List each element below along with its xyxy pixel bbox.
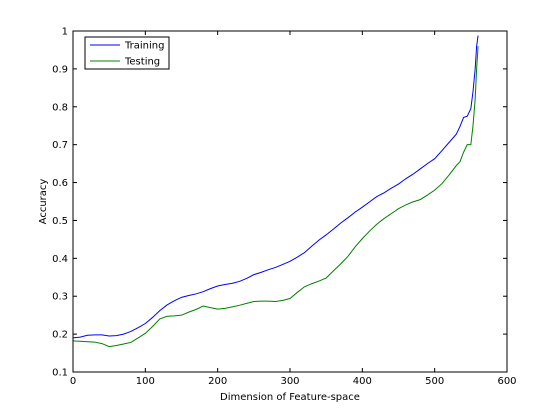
y-tick-label: 0.7 (52, 140, 68, 151)
x-axis-ticks: 0 100 200 300 400 500 600 (70, 31, 517, 387)
plot-area-background (73, 31, 507, 372)
y-tick-label: 0.2 (52, 330, 68, 341)
legend-label-testing: Testing (124, 57, 160, 68)
legend: Training Testing (84, 36, 170, 70)
y-tick-label: 0.4 (52, 254, 68, 265)
y-tick-label: 0.3 (52, 292, 68, 303)
y-tick-label: 0.6 (52, 178, 68, 189)
x-axis-label: Dimension of Feature-space (220, 392, 360, 403)
legend-box (84, 36, 170, 70)
series-line-testing (72, 46, 479, 348)
y-tick-label: 0.5 (52, 216, 68, 227)
x-tick-label: 200 (208, 376, 227, 387)
y-tick-label: 0.1 (52, 368, 68, 379)
series-layer (72, 35, 479, 348)
x-tick-label: 300 (280, 376, 299, 387)
y-tick-label: 0.8 (52, 102, 68, 113)
y-tick-label: 1 (62, 27, 68, 38)
legend-label-training: Training (124, 41, 164, 52)
x-tick-label: 600 (497, 376, 516, 387)
x-tick-label: 100 (136, 376, 155, 387)
y-axis-ticks: 0.1 0.2 0.3 0.4 0.5 0.6 0.7 0.8 0.9 1 (52, 27, 507, 379)
series-line-training (72, 35, 479, 339)
x-tick-label: 500 (425, 376, 444, 387)
x-tick-label: 400 (353, 376, 372, 387)
y-tick-label: 0.9 (52, 64, 68, 75)
x-tick-label: 0 (70, 376, 76, 387)
y-axis-label: Accuracy (38, 179, 49, 225)
